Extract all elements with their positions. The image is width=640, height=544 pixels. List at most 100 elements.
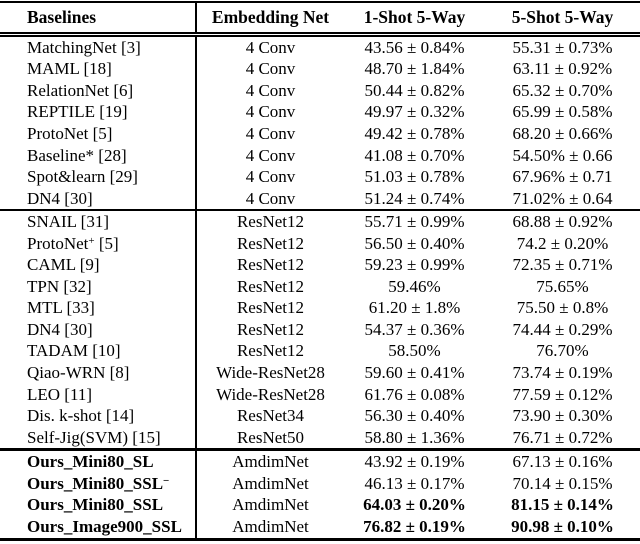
method-cell: MTL [33] — [0, 297, 197, 320]
embedding-net-cell: ResNet12 — [236, 233, 305, 253]
one-shot-cell: 76.82 ± 0.19% — [363, 516, 466, 536]
one-shot-cell: 51.24 ± 0.74% — [344, 187, 485, 212]
five-shot-cell: 67.96% ± 0.71 — [512, 167, 613, 187]
embedding-net-cell: 4 Conv — [245, 167, 296, 187]
table-row: Qiao-WRN [8] Wide-ResNet28 59.60 ± 0.41% 73… — [0, 362, 640, 384]
five-shot-cell: 70.14 ± 0.15% — [512, 473, 613, 493]
five-shot-cell: 74.44 ± 0.29% — [512, 319, 613, 339]
table-row: Ours_Mini80_SSL AmdimNet 64.03 ± 0.20% 81.1… — [0, 494, 640, 517]
one-shot-cell: 41.08 ± 0.70% — [364, 145, 465, 165]
table-row: Self-Jig(SVM) [15] ResNet50 58.80 ± 1.36% 7… — [0, 426, 640, 452]
method-cell: REPTILE [19] — [0, 101, 197, 124]
method-cell: Dis. k-shot [14] — [0, 405, 197, 427]
one-shot-cell: 43.92 ± 0.19% — [364, 452, 465, 472]
embedding-net-cell: 4 Conv — [245, 145, 296, 165]
five-shot-cell: 71.02% ± 0.64 — [485, 187, 640, 212]
table-row: Dis. k-shot [14] ResNet34 56.30 ± 0.40% 73.… — [0, 405, 640, 427]
five-shot-cell: 76.70% — [536, 341, 589, 361]
five-shot-cell: 76.71 ± 0.72% — [485, 426, 640, 452]
table-row: Ours_Image900_SSL AmdimNet 76.82 ± 0.19% 90… — [0, 516, 640, 540]
method-cell: Baseline* [28] — [0, 144, 197, 167]
column-header-5shot-5way: 5-Shot 5-Way — [485, 2, 640, 37]
method-cell: ProtoNet+ [5] — [0, 232, 197, 255]
one-shot-cell: 46.13 ± 0.17% — [364, 473, 465, 493]
one-shot-cell: 49.42 ± 0.78% — [364, 123, 465, 143]
method-cell: RelationNet [6] — [0, 80, 197, 102]
five-shot-cell: 74.2 ± 0.20% — [516, 233, 609, 253]
table-row: SNAIL [31] ResNet12 55.71 ± 0.99% 68.88 ± 0… — [0, 210, 640, 233]
one-shot-cell: 49.97 ± 0.32% — [364, 102, 465, 122]
method-cell: Ours_Mini80_SL — [0, 449, 197, 473]
embedding-net-cell: ResNet12 — [236, 276, 305, 296]
method-superscript: + — [88, 234, 95, 247]
table-row: TPN [32] ResNet12 59.46% 75.65% — [0, 276, 640, 298]
five-shot-cell: 73.90 ± 0.30% — [512, 406, 613, 426]
method-cell: Ours_Mini80_SSL — [0, 494, 197, 517]
one-shot-cell: 64.03 ± 0.20% — [363, 495, 466, 515]
embedding-net-cell: 4 Conv — [245, 59, 296, 79]
method-cell: DN4 [30] — [0, 319, 197, 341]
method-cell: Ours_Image900_SSL — [0, 516, 197, 540]
method-cell: MatchingNet [3] — [0, 34, 197, 59]
embedding-net-cell: ResNet50 — [196, 426, 344, 452]
embedding-net-cell: 4 Conv — [245, 123, 296, 143]
one-shot-cell: 51.03 ± 0.78% — [364, 167, 465, 187]
table-row: LEO [11] Wide-ResNet28 61.76 ± 0.08% 77.59 … — [0, 383, 640, 406]
method-cell: SNAIL [31] — [0, 210, 197, 233]
embedding-net-cell: AmdimNet — [232, 516, 309, 536]
five-shot-cell: 65.32 ± 0.70% — [512, 80, 613, 100]
one-shot-cell: 55.71 ± 0.99% — [364, 212, 465, 232]
table-row: CAML [9] ResNet12 59.23 ± 0.99% 72.35 ± 0.7… — [0, 254, 640, 277]
embedding-net-cell: Wide-ResNet28 — [216, 384, 325, 404]
five-shot-cell: 73.74 ± 0.19% — [512, 362, 613, 382]
five-shot-cell: 75.50 ± 0.8% — [516, 298, 609, 318]
column-header-baselines: Baselines — [0, 2, 197, 37]
one-shot-cell: 48.70 ± 1.84% — [364, 59, 465, 79]
table-row: DN4 [30] ResNet12 54.37 ± 0.36% 74.44 ± 0.2… — [0, 319, 640, 341]
table-row: MTL [33] ResNet12 61.20 ± 1.8% 75.50 ± 0.8% — [0, 297, 640, 320]
one-shot-cell: 43.56 ± 0.84% — [364, 37, 465, 57]
embedding-net-cell: ResNet12 — [236, 319, 305, 339]
table-row: ProtoNet+ [5] ResNet12 56.50 ± 0.40% 74.2 ±… — [0, 232, 640, 255]
five-shot-cell: 75.65% — [536, 276, 589, 296]
one-shot-cell: 59.46% — [388, 276, 441, 296]
table-header: Baselines Embedding Net 1-Shot 5-Way 5-S… — [0, 2, 640, 37]
five-shot-cell: 54.50% ± 0.66 — [512, 145, 613, 165]
embedding-net-cell: ResNet12 — [236, 255, 305, 275]
method-cell: CAML [9] — [0, 254, 197, 277]
five-shot-cell: 77.59 ± 0.12% — [512, 384, 613, 404]
table-row: Ours_Mini80_SL AmdimNet 43.92 ± 0.19% 67.13… — [0, 449, 640, 473]
method-cell: LEO [11] — [0, 383, 197, 406]
five-shot-cell: 67.13 ± 0.16% — [512, 452, 613, 472]
embedding-net-cell: ResNet12 — [236, 341, 305, 361]
one-shot-cell: 58.80 ± 1.36% — [344, 426, 485, 452]
column-header-embedding-net: Embedding Net — [196, 2, 344, 37]
embedding-net-cell: ResNet12 — [236, 212, 305, 232]
one-shot-cell: 54.37 ± 0.36% — [364, 319, 465, 339]
header-row: Baselines Embedding Net 1-Shot 5-Way 5-S… — [0, 2, 640, 37]
embedding-net-cell: ResNet12 — [236, 298, 305, 318]
table-row: MAML [18] 4 Conv 48.70 ± 1.84% 63.11 ± 0.92… — [0, 58, 640, 81]
table-body: MatchingNet [3] 4 Conv 43.56 ± 0.84% 55.31 … — [0, 34, 640, 540]
embedding-net-cell: 4 Conv — [245, 80, 296, 100]
one-shot-cell: 50.44 ± 0.82% — [364, 80, 465, 100]
embedding-net-cell: AmdimNet — [232, 452, 309, 472]
table-row: RelationNet [6] 4 Conv 50.44 ± 0.82% 65.32 … — [0, 80, 640, 102]
method-cell: MAML [18] — [0, 58, 197, 81]
embedding-net-cell: ResNet34 — [236, 406, 305, 426]
method-cell: TPN [32] — [0, 276, 197, 298]
five-shot-cell: 65.99 ± 0.58% — [512, 102, 613, 122]
one-shot-cell: 58.50% — [388, 341, 441, 361]
method-superscript: − — [163, 474, 170, 487]
method-cell: Qiao-WRN [8] — [0, 362, 197, 384]
embedding-net-cell: AmdimNet — [232, 495, 309, 515]
column-header-1shot-5way: 1-Shot 5-Way — [344, 2, 485, 37]
embedding-net-cell: AmdimNet — [232, 473, 309, 493]
table-row: ProtoNet [5] 4 Conv 49.42 ± 0.78% 68.20 ± 0… — [0, 123, 640, 145]
method-cell: Ours_Mini80_SSL− — [0, 472, 197, 495]
one-shot-cell: 56.30 ± 0.40% — [364, 406, 465, 426]
table-row: Ours_Mini80_SSL− AmdimNet 46.13 ± 0.17% 70.… — [0, 472, 640, 495]
table-row: Baseline* [28] 4 Conv 41.08 ± 0.70% 54.50% … — [0, 144, 640, 167]
